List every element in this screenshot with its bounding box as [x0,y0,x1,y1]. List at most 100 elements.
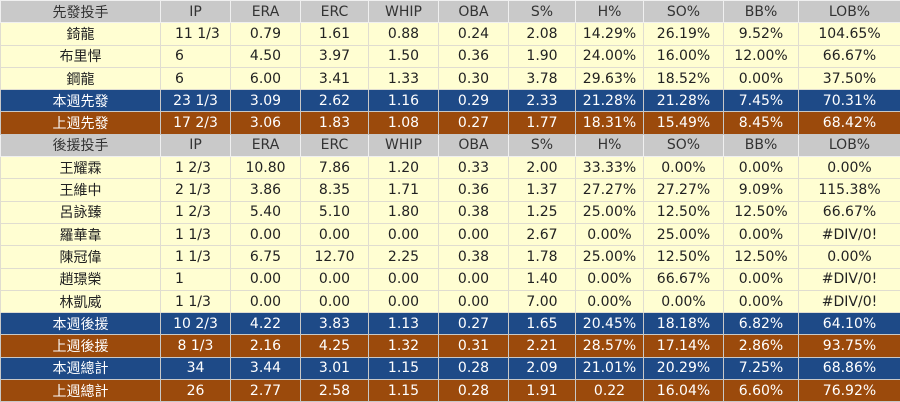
stat-cell: 18.18% [643,312,724,336]
stat-cell: 17.14% [643,334,724,358]
pitcher-name: 布里悍 [0,44,161,68]
this-week-summary-row: 本週總計 34 3.44 3.01 1.15 0.28 2.09 21.01% 20.29% 7.… [0,356,900,381]
column-header: H% [575,0,644,24]
stat-cell: 18.52% [643,66,724,91]
stat-cell: 0.88 [368,22,439,46]
stat-cell: 1.15 [368,379,439,402]
pitcher-name: 鋼龍 [0,66,161,91]
stat-cell: 1 1/3 [160,289,231,314]
stat-cell: 21.28% [643,89,724,113]
stat-cell: 27.27% [643,178,724,202]
stat-cell: 0.36 [438,44,509,68]
pitcher-name: 呂詠臻 [0,200,161,224]
stat-cell: 2.58 [300,379,369,402]
stat-cell: 0.28 [438,356,509,381]
section-header-row: 先發投手 IP ERA ERC WHIP OBA S% H% SO% BB% LOB% [0,0,900,24]
stat-cell: 1.08 [368,111,439,135]
stat-cell: 0.00% [575,289,644,314]
stat-cell: 6 [160,66,231,91]
stat-cell: 6.00 [230,66,301,91]
stat-cell: 0.30 [438,66,509,91]
stat-cell: 0.00% [723,222,799,247]
column-header: OBA [438,133,509,158]
pitcher-row: 王維中 2 1/3 3.86 8.35 1.71 0.36 1.37 27.27% 27.27%… [0,178,900,202]
stat-cell: 1.16 [368,89,439,113]
stat-cell: 1.33 [368,66,439,91]
column-header: SO% [643,133,724,158]
stat-cell: 115.38% [798,178,900,202]
stat-cell: 7.45% [723,89,799,113]
column-header: OBA [438,0,509,24]
stat-cell: 8.45% [723,111,799,135]
stat-cell: 0.24 [438,22,509,46]
section-header-row: 後援投手 IP ERA ERC WHIP OBA S% H% SO% BB% LOB% [0,133,900,158]
stat-cell: 34 [160,356,231,381]
stat-cell: 0.79 [230,22,301,46]
stat-cell: 1.77 [508,111,576,135]
stat-cell: 12.50% [643,200,724,224]
stat-cell: 66.67% [798,200,900,224]
pitcher-row: 錡龍 11 1/3 0.79 1.61 0.88 0.24 2.08 14.29% 26.19%… [0,22,900,46]
stat-cell: 33.33% [575,156,644,180]
section-title: 後援投手 [0,133,161,158]
stat-cell: 0.36 [438,178,509,202]
stat-cell: 3.86 [230,178,301,202]
stat-cell: 1.50 [368,44,439,68]
stat-cell: 0.00% [723,267,799,291]
stat-cell: 17 2/3 [160,111,231,135]
stat-cell: 70.31% [798,89,900,113]
stat-cell: 6.60% [723,379,799,402]
stat-cell: 0.00% [723,289,799,314]
pitcher-row: 布里悍 6 4.50 3.97 1.50 0.36 1.90 24.00% 16.00% 12.0… [0,44,900,68]
stat-cell: 76.92% [798,379,900,402]
column-header: ERC [300,133,369,158]
stat-cell: 2.33 [508,89,576,113]
column-header: ERC [300,0,369,24]
stat-cell: 1.20 [368,156,439,180]
stat-cell: 8 1/3 [160,334,231,358]
stat-cell: 1.15 [368,356,439,381]
pitcher-row: 王耀霖 1 2/3 10.80 7.86 1.20 0.33 2.00 33.33% 0.00%… [0,156,900,180]
stat-cell: 1.13 [368,312,439,336]
stat-cell: 0.29 [438,89,509,113]
stat-cell: 1.78 [508,245,576,269]
column-header: ERA [230,133,301,158]
stat-cell: 0.38 [438,200,509,224]
stat-cell: 0.00 [438,267,509,291]
stat-cell: #DIV/0! [798,267,900,291]
stat-cell: 2.00 [508,156,576,180]
pitcher-row: 鋼龍 6 6.00 3.41 1.33 0.30 3.78 29.63% 18.52% 0.00%… [0,66,900,91]
stat-cell: 16.04% [643,379,724,402]
stat-cell: 6 [160,44,231,68]
summary-label: 本週後援 [0,312,161,336]
stat-cell: 27.27% [575,178,644,202]
last-week-summary-row: 上週先發 17 2/3 3.06 1.83 1.08 0.27 1.77 18.31% 15.4… [0,111,900,135]
stat-cell: 9.09% [723,178,799,202]
stat-cell: 0.28 [438,379,509,402]
section-title: 先發投手 [0,0,161,24]
stat-cell: 7.86 [300,156,369,180]
stat-cell: 25.00% [575,200,644,224]
stat-cell: 0.00% [575,267,644,291]
summary-label: 上週後援 [0,334,161,358]
stat-cell: 0.00 [300,267,369,291]
stat-cell: 1.37 [508,178,576,202]
stat-cell: 18.31% [575,111,644,135]
stat-cell: 2.25 [368,245,439,269]
stat-cell: 1.90 [508,44,576,68]
stat-cell: 20.29% [643,356,724,381]
stat-cell: 26 [160,379,231,402]
stat-cell: 12.50% [723,245,799,269]
stat-cell: 2.77 [230,379,301,402]
stat-cell: 10 2/3 [160,312,231,336]
column-header: H% [575,133,644,158]
column-header: IP [160,0,231,24]
stat-cell: 0.00 [368,289,439,314]
stat-cell: 23 1/3 [160,89,231,113]
stat-cell: 0.00 [438,222,509,247]
stat-cell: 37.50% [798,66,900,91]
stat-cell: 10.80 [230,156,301,180]
stat-cell: 1.65 [508,312,576,336]
